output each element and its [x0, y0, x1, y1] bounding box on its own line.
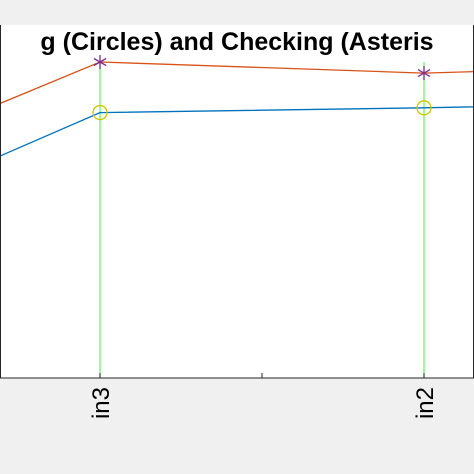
plot-area [0, 25, 474, 378]
asterisk-marker [417, 66, 431, 81]
asterisk-stroke [93, 57, 107, 67]
x-tick-label: in3 [88, 387, 115, 419]
series-line-1 [0, 61, 474, 105]
circle-marker [92, 104, 108, 121]
asterisk-stroke [417, 68, 431, 78]
circle-marker [416, 100, 432, 116]
series-markers [92, 55, 432, 121]
series-line-2 [0, 106, 474, 157]
x-tick-label: in2 [412, 387, 439, 419]
asterisk-marker [93, 55, 107, 69]
chart-title: g (Circles) and Checking (Asteris [40, 28, 433, 56]
x-axis: in3 in2 [0, 25, 474, 419]
series-lines [0, 61, 474, 157]
